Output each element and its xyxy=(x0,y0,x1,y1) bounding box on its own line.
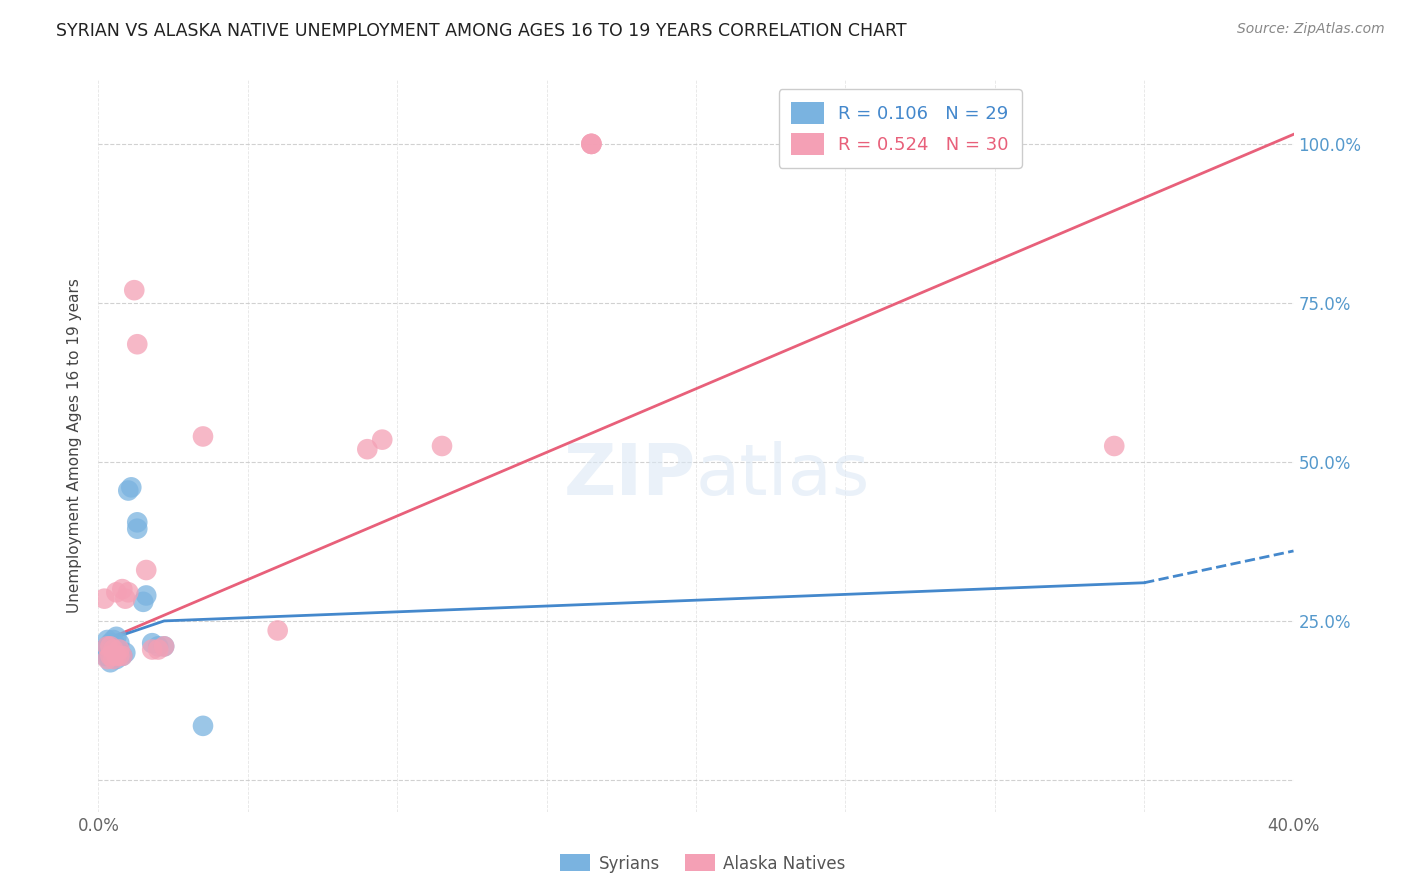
Text: atlas: atlas xyxy=(696,441,870,509)
Point xyxy=(127,337,149,351)
Point xyxy=(111,582,134,596)
Point xyxy=(103,632,125,647)
Point xyxy=(191,429,214,443)
Point xyxy=(141,636,163,650)
Text: SYRIAN VS ALASKA NATIVE UNEMPLOYMENT AMONG AGES 16 TO 19 YEARS CORRELATION CHART: SYRIAN VS ALASKA NATIVE UNEMPLOYMENT AMO… xyxy=(56,22,907,40)
Text: Source: ZipAtlas.com: Source: ZipAtlas.com xyxy=(1237,22,1385,37)
Point xyxy=(108,636,131,650)
Point xyxy=(148,642,170,657)
Point xyxy=(93,648,115,663)
Point xyxy=(371,433,394,447)
Point xyxy=(105,630,128,644)
Point xyxy=(105,648,128,663)
Point xyxy=(103,648,125,663)
Point xyxy=(103,640,125,654)
Point xyxy=(127,522,149,536)
Point xyxy=(117,585,139,599)
Point xyxy=(1104,439,1126,453)
Point xyxy=(96,640,118,654)
Point xyxy=(103,652,125,666)
Point xyxy=(93,642,115,657)
Point xyxy=(105,585,128,599)
Point xyxy=(135,589,157,603)
Point xyxy=(132,595,155,609)
Point xyxy=(124,283,146,297)
Point xyxy=(98,640,122,654)
Point xyxy=(356,442,378,457)
Legend: Syrians, Alaska Natives: Syrians, Alaska Natives xyxy=(554,847,852,880)
Point xyxy=(105,652,128,666)
Point xyxy=(93,591,115,606)
Point xyxy=(191,719,214,733)
Point xyxy=(96,640,118,654)
Point xyxy=(141,642,163,657)
Point xyxy=(430,439,453,453)
Point xyxy=(103,642,125,657)
Point xyxy=(581,136,603,151)
Point xyxy=(98,655,122,669)
Point xyxy=(98,648,122,663)
Point xyxy=(105,640,128,654)
Point xyxy=(108,642,131,657)
Point xyxy=(111,648,134,663)
Point xyxy=(111,648,134,663)
Point xyxy=(135,563,157,577)
Text: ZIP: ZIP xyxy=(564,441,696,509)
Y-axis label: Unemployment Among Ages 16 to 19 years: Unemployment Among Ages 16 to 19 years xyxy=(67,278,83,614)
Point xyxy=(153,640,176,654)
Point xyxy=(581,136,603,151)
Point xyxy=(114,646,136,660)
Point xyxy=(153,640,176,654)
Point xyxy=(98,636,122,650)
Point xyxy=(96,646,118,660)
Point xyxy=(114,591,136,606)
Point xyxy=(98,646,122,660)
Point xyxy=(581,136,603,151)
Legend: R = 0.106   N = 29, R = 0.524   N = 30: R = 0.106 N = 29, R = 0.524 N = 30 xyxy=(779,89,1022,168)
Point xyxy=(120,480,142,494)
Point xyxy=(127,516,149,530)
Point xyxy=(96,648,118,663)
Point xyxy=(96,652,118,666)
Point xyxy=(108,648,131,663)
Point xyxy=(117,483,139,498)
Point xyxy=(148,640,170,654)
Point xyxy=(108,646,131,660)
Point xyxy=(267,624,290,638)
Point xyxy=(96,632,118,647)
